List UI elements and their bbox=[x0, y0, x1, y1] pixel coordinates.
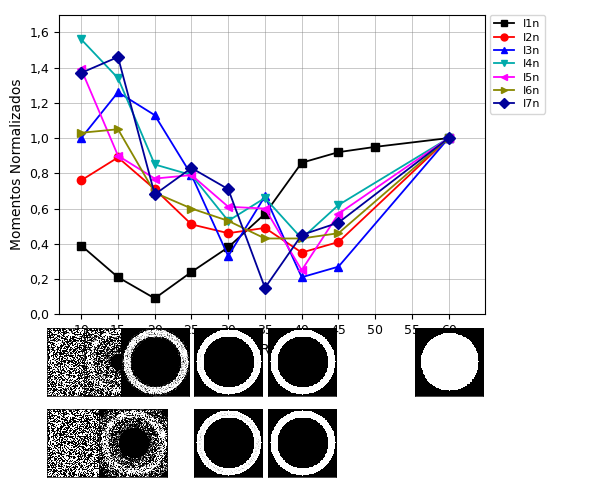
I4n bbox=[78, 36, 85, 42]
I3n bbox=[151, 112, 158, 118]
I2n bbox=[335, 239, 342, 245]
I7n bbox=[78, 70, 85, 76]
I1n bbox=[262, 211, 269, 217]
I2n bbox=[445, 135, 452, 141]
I3n bbox=[114, 89, 121, 95]
I6n bbox=[78, 130, 85, 136]
I6n bbox=[225, 218, 232, 224]
I6n bbox=[114, 126, 121, 132]
I7n bbox=[114, 54, 121, 60]
I7n bbox=[151, 191, 158, 197]
I7n bbox=[298, 232, 305, 238]
I4n bbox=[114, 75, 121, 81]
Y-axis label: Momentos Normalizados: Momentos Normalizados bbox=[10, 79, 24, 250]
I4n bbox=[298, 236, 305, 242]
I2n bbox=[225, 230, 232, 236]
I2n bbox=[188, 221, 195, 227]
I2n bbox=[151, 186, 158, 192]
I6n bbox=[151, 190, 158, 195]
Legend: I1n, I2n, I3n, I4n, I5n, I6n, I7n: I1n, I2n, I3n, I4n, I5n, I6n, I7n bbox=[490, 15, 545, 113]
I6n bbox=[335, 230, 342, 236]
I4n bbox=[151, 162, 158, 167]
I7n bbox=[225, 186, 232, 192]
I3n bbox=[445, 135, 452, 141]
I3n bbox=[225, 253, 232, 259]
I1n bbox=[298, 160, 305, 165]
Line: I6n: I6n bbox=[77, 125, 453, 243]
I5n bbox=[114, 153, 121, 159]
Line: I7n: I7n bbox=[77, 53, 453, 292]
Line: I2n: I2n bbox=[77, 134, 453, 257]
I3n bbox=[335, 264, 342, 270]
I2n bbox=[298, 249, 305, 255]
I5n bbox=[78, 66, 85, 72]
I3n bbox=[262, 193, 269, 199]
I7n bbox=[335, 219, 342, 225]
I5n bbox=[335, 211, 342, 217]
I3n bbox=[298, 274, 305, 280]
I1n bbox=[78, 243, 85, 248]
I3n bbox=[78, 135, 85, 141]
I2n bbox=[114, 155, 121, 161]
I1n bbox=[188, 269, 195, 275]
I1n bbox=[151, 296, 158, 301]
I5n bbox=[445, 135, 452, 141]
I1n bbox=[114, 274, 121, 280]
I1n bbox=[225, 245, 232, 250]
I5n bbox=[188, 172, 195, 178]
I5n bbox=[225, 204, 232, 210]
Line: I5n: I5n bbox=[77, 65, 453, 274]
Line: I3n: I3n bbox=[77, 88, 453, 281]
I7n bbox=[445, 135, 452, 141]
I4n bbox=[188, 172, 195, 178]
I6n bbox=[298, 236, 305, 242]
Line: I1n: I1n bbox=[77, 134, 453, 302]
I6n bbox=[262, 236, 269, 242]
I4n bbox=[225, 218, 232, 224]
I7n bbox=[188, 165, 195, 171]
I4n bbox=[335, 202, 342, 208]
I1n bbox=[372, 144, 379, 150]
I5n bbox=[262, 206, 269, 212]
I1n bbox=[445, 135, 452, 141]
I5n bbox=[298, 267, 305, 273]
I3n bbox=[188, 172, 195, 178]
X-axis label: SNR (dB): SNR (dB) bbox=[241, 343, 304, 356]
I4n bbox=[262, 195, 269, 201]
I1n bbox=[335, 149, 342, 155]
I6n bbox=[188, 206, 195, 212]
I4n bbox=[445, 135, 452, 141]
I7n bbox=[262, 285, 269, 291]
I5n bbox=[151, 176, 158, 182]
Line: I4n: I4n bbox=[77, 35, 453, 243]
I6n bbox=[445, 135, 452, 141]
I2n bbox=[262, 225, 269, 231]
I2n bbox=[78, 177, 85, 183]
